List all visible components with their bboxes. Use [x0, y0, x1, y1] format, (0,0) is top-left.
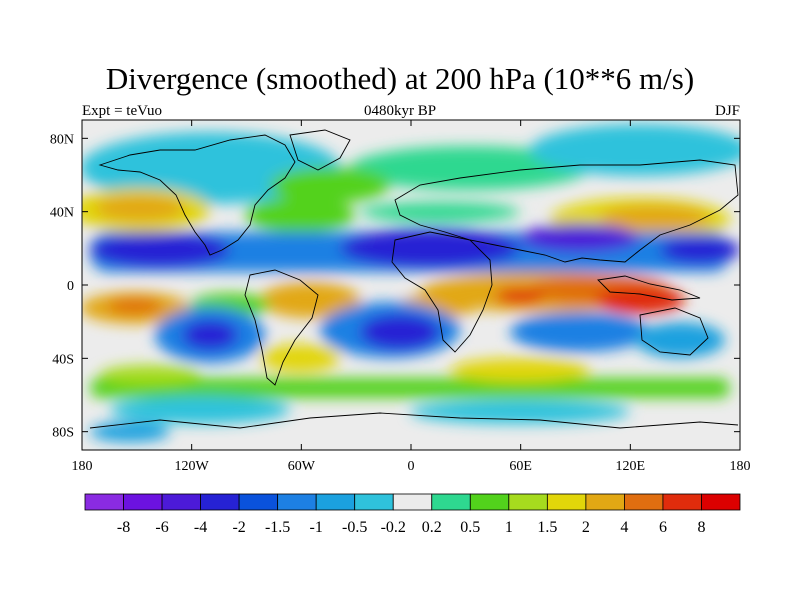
- x-tick-label: 180: [730, 459, 751, 474]
- colorbar-label: -0.5: [342, 519, 367, 536]
- colorbar-swatch: [84, 493, 124, 511]
- y-tick-label: 0: [67, 279, 74, 294]
- coastline-greenland: [289, 129, 351, 171]
- colorbar-label: 1: [505, 519, 513, 536]
- colorbar-swatch: [123, 493, 163, 511]
- coastline-australia: [639, 307, 709, 356]
- colorbar: -8 -6 -4 -2 -1.5 -1 -0.5 -0.2 0.2 0.5 1 1.5 2 4 6 8: [84, 493, 741, 536]
- colorbar-label: -2: [232, 519, 245, 536]
- coastline-antarctica: [89, 412, 739, 429]
- colorbar-label: 0.2: [422, 519, 442, 536]
- x-tick-label: 60E: [509, 459, 532, 474]
- coastlines: [89, 129, 739, 429]
- colorbar-swatch: [624, 493, 664, 511]
- colorbar-swatch: [354, 493, 394, 511]
- colorbar-label: 8: [697, 519, 705, 536]
- x-tick-label: 0: [408, 459, 415, 474]
- x-tick-label: 60W: [288, 459, 316, 474]
- colorbar-label: -1.5: [265, 519, 290, 536]
- colorbar-swatch: [469, 493, 510, 511]
- y-tick-label: 40S: [52, 352, 74, 367]
- y-tick-label: 80N: [50, 132, 74, 147]
- colorbar-swatch: [546, 493, 587, 511]
- colorbar-swatch: [585, 493, 625, 511]
- colorbar-swatch: [508, 493, 548, 511]
- divergence-field: [82, 120, 740, 450]
- x-tick-label: 120W: [175, 459, 210, 474]
- colorbar-swatch: [277, 493, 317, 511]
- colorbar-swatch: [392, 493, 433, 511]
- colorbar-label: -8: [117, 519, 130, 536]
- coastline-maritime-continent: [597, 275, 701, 301]
- colorbar-swatch: [161, 493, 201, 511]
- colorbar-label: 4: [620, 519, 628, 536]
- season-label: DJF: [714, 103, 740, 119]
- colorbar-swatch: [200, 493, 240, 511]
- coastline-south-america: [244, 269, 319, 386]
- map-title: Divergence (smoothed) at 200 hPa (10**6 …: [105, 61, 695, 96]
- y-tick-label: 80S: [52, 426, 74, 441]
- coastline-africa: [391, 231, 493, 353]
- colorbar-label: -0.2: [381, 519, 406, 536]
- experiment-label: Expt = teVuo: [82, 103, 163, 119]
- y-tick-label: 40N: [50, 206, 74, 221]
- map-axes: 180 120W 60W 0 60E 120E 180 80N 40N 0 40S 80S: [50, 120, 751, 474]
- x-tick-label: 180: [72, 459, 93, 474]
- colorbar-label: -1: [310, 519, 323, 536]
- colorbar-swatch: [315, 493, 356, 511]
- x-tick-label: 120E: [616, 459, 646, 474]
- colorbar-label: 2: [582, 519, 590, 536]
- colorbar-swatch: [238, 493, 279, 511]
- colorbar-swatch: [431, 493, 471, 511]
- colorbar-label: 0.5: [460, 519, 480, 536]
- colorbar-label: 1.5: [537, 519, 557, 536]
- colorbar-label: -4: [194, 519, 207, 536]
- period-label: 0480kyr BP: [363, 103, 437, 119]
- colorbar-label: 6: [659, 519, 667, 536]
- colorbar-label: -6: [155, 519, 168, 536]
- colorbar-swatch: [662, 493, 702, 511]
- coastline-north-america: [98, 134, 296, 256]
- colorbar-swatch: [701, 493, 741, 511]
